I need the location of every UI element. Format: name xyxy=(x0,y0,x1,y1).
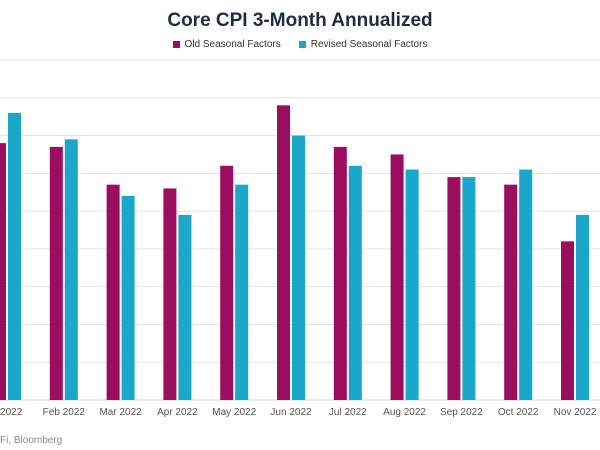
x-tick-label: Oct 2022 xyxy=(498,407,539,418)
legend-item-old: Old Seasonal Factors xyxy=(172,39,281,50)
legend-item-revised: Revised Seasonal Factors xyxy=(298,39,428,50)
bar-revised-nov-2022 xyxy=(576,214,589,400)
bar-old-nov-2022 xyxy=(561,241,574,400)
x-tick-label: Nov 2022 xyxy=(554,407,597,418)
bar-revised-jul-2022 xyxy=(348,165,362,400)
bar-old-may-2022 xyxy=(220,165,234,400)
x-tick-label: Sep 2022 xyxy=(440,407,483,418)
legend-swatch-revised xyxy=(298,41,306,48)
bar-old-aug-2022 xyxy=(390,154,404,400)
x-tick-label: n 2022 xyxy=(0,407,23,418)
x-tick-label: Jun 2022 xyxy=(270,407,312,418)
bars xyxy=(0,105,589,401)
bar-old-mar-2022 xyxy=(106,184,120,400)
bar-old-jan-2022 xyxy=(0,143,6,400)
bar-revised-feb-2022 xyxy=(64,139,78,401)
bar-revised-jun-2022 xyxy=(292,135,305,401)
bar-old-sep-2022 xyxy=(447,177,461,400)
bar-revised-apr-2022 xyxy=(178,214,192,400)
legend-label-old: Old Seasonal Factors xyxy=(184,39,281,50)
bar-old-apr-2022 xyxy=(163,188,177,400)
x-tick-label: Apr 2022 xyxy=(157,407,198,418)
bar-revised-may-2022 xyxy=(235,184,249,400)
x-tick-label: Mar 2022 xyxy=(99,407,142,418)
bar-revised-jan-2022 xyxy=(8,112,21,400)
legend: Old Seasonal Factors Revised Seasonal Fa… xyxy=(0,39,600,50)
chart-title: Core CPI 3-Month Annualized xyxy=(167,10,433,31)
x-tick-label: Aug 2022 xyxy=(383,407,426,418)
bar-revised-mar-2022 xyxy=(121,196,135,400)
bar-old-oct-2022 xyxy=(504,184,518,400)
bar-old-feb-2022 xyxy=(49,146,63,400)
bar-old-jul-2022 xyxy=(333,146,347,400)
legend-label-revised: Revised Seasonal Factors xyxy=(310,39,428,50)
bar-old-jun-2022 xyxy=(277,105,290,400)
source-note: Fi, Bloomberg xyxy=(0,435,63,446)
legend-swatch-old xyxy=(172,41,180,48)
x-tick-label: Jul 2022 xyxy=(329,407,367,418)
x-tick-labels: n 2022 Feb 2022 Mar 2022 Apr 2022 May 2022 Ju… xyxy=(0,407,597,418)
bar-revised-oct-2022 xyxy=(519,169,533,400)
bar-revised-sep-2022 xyxy=(462,177,476,400)
x-tick-label: May 2022 xyxy=(212,407,256,418)
x-tick-label: Feb 2022 xyxy=(43,407,86,418)
bar-revised-aug-2022 xyxy=(405,169,419,400)
